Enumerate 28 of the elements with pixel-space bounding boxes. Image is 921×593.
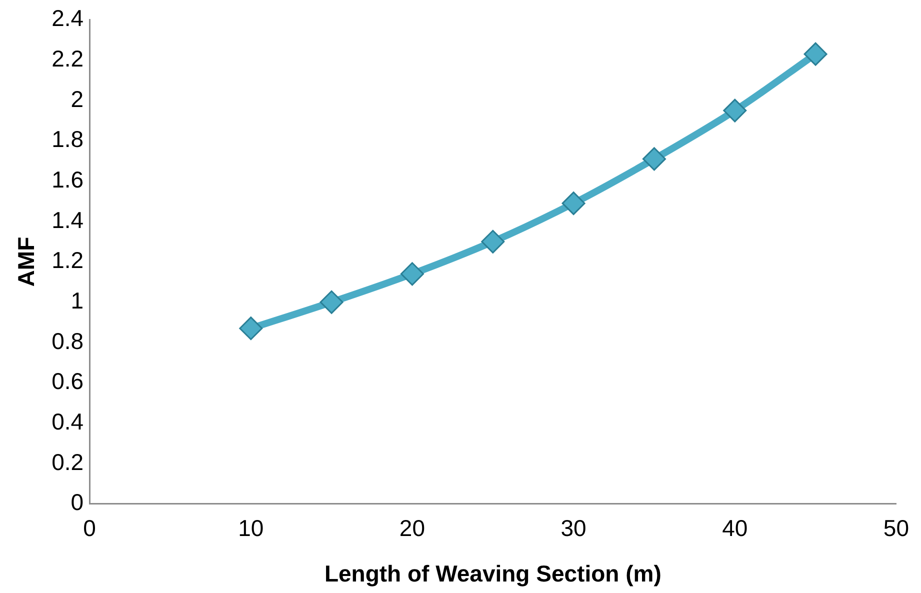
point: [804, 42, 828, 66]
point: [400, 262, 424, 286]
y-tick-label: 1.8: [52, 126, 84, 152]
y-tick-label: 0: [70, 489, 84, 516]
y-tick-label: 1.6: [52, 166, 84, 192]
y-axis-title: AMF: [13, 236, 40, 287]
point: [642, 147, 666, 171]
point: [320, 290, 344, 314]
x-tick-label: 30: [560, 514, 586, 541]
y-tick-label: 1: [70, 287, 84, 314]
y-tick-label: 0.8: [52, 328, 84, 354]
x-axis-title: Length of Weaving Section (m): [324, 560, 662, 587]
x-tick-label: 40: [722, 514, 748, 541]
x-tick-label: 20: [399, 514, 426, 541]
y-tick-label: 0.4: [52, 408, 84, 434]
point: [481, 230, 505, 254]
y-tick-label: 2.4: [52, 5, 84, 32]
y-tick-label: 0.2: [52, 448, 84, 475]
y-tick-label: 2: [70, 86, 84, 112]
x-tick-label: 50: [883, 514, 910, 541]
x-tick-label: 10: [238, 514, 264, 541]
y-tick-label: 1.2: [52, 247, 84, 274]
point: [239, 316, 263, 340]
y-tick-label: 2.2: [52, 45, 84, 72]
point: [723, 98, 747, 122]
y-tick-label: 0.6: [52, 368, 84, 394]
y-tick-label: 1.4: [52, 206, 84, 233]
point: [562, 192, 586, 216]
